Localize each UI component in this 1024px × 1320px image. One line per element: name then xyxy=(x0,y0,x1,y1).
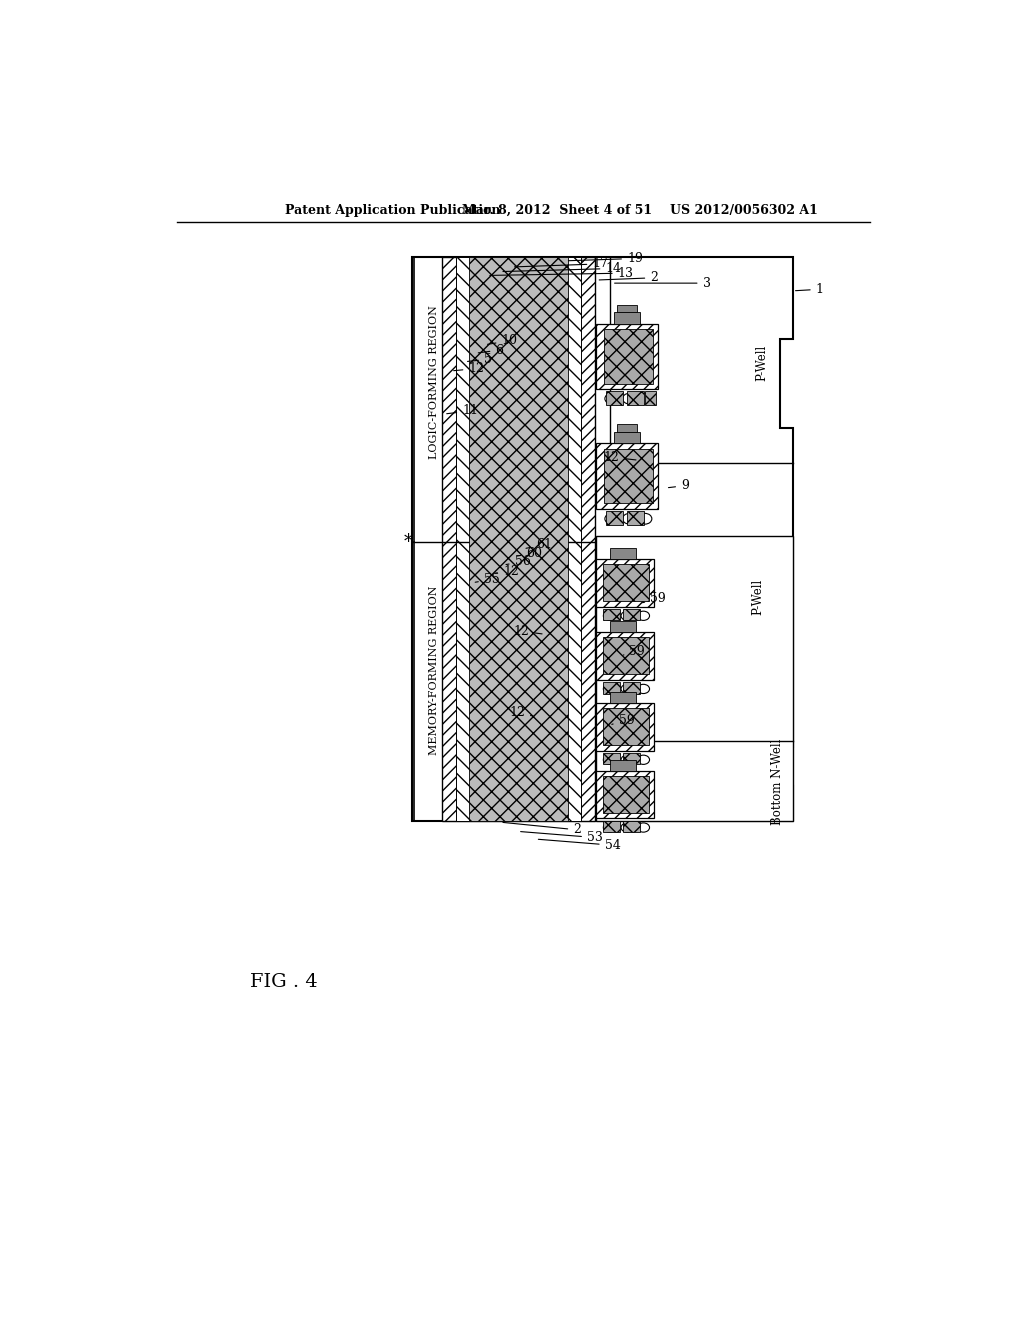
Bar xyxy=(596,558,654,607)
Bar xyxy=(628,511,644,525)
Bar xyxy=(610,622,636,632)
Bar xyxy=(614,432,640,444)
Ellipse shape xyxy=(638,513,652,524)
Bar xyxy=(603,564,649,601)
Ellipse shape xyxy=(603,822,615,832)
Text: 17: 17 xyxy=(514,257,608,271)
Bar xyxy=(442,257,595,821)
Bar xyxy=(624,682,640,693)
Bar xyxy=(603,609,620,620)
Text: Bottom N-Well: Bottom N-Well xyxy=(771,739,783,825)
Bar xyxy=(606,391,624,405)
Text: LOGIC-FORMING REGION: LOGIC-FORMING REGION xyxy=(429,305,439,458)
Text: 10: 10 xyxy=(487,334,517,347)
Text: 59: 59 xyxy=(624,644,645,657)
Ellipse shape xyxy=(621,755,634,764)
Bar xyxy=(603,638,649,675)
Text: 12: 12 xyxy=(514,624,542,638)
Bar xyxy=(596,771,654,818)
Bar xyxy=(617,424,637,432)
Text: 11: 11 xyxy=(446,404,478,417)
Text: *: * xyxy=(403,533,413,550)
Ellipse shape xyxy=(603,611,615,620)
Bar xyxy=(610,548,636,558)
Ellipse shape xyxy=(603,755,615,764)
Text: 54: 54 xyxy=(539,838,621,851)
Ellipse shape xyxy=(637,611,649,620)
Text: 12: 12 xyxy=(603,450,636,463)
Ellipse shape xyxy=(623,513,637,524)
Bar xyxy=(645,391,656,405)
Bar xyxy=(628,391,644,405)
Text: 13: 13 xyxy=(489,267,634,280)
Text: 56: 56 xyxy=(506,556,530,569)
Text: FIG . 4: FIG . 4 xyxy=(250,973,317,991)
Text: 9: 9 xyxy=(669,479,689,492)
Text: Patent Application Publication: Patent Application Publication xyxy=(285,205,500,218)
Ellipse shape xyxy=(637,684,649,693)
Bar xyxy=(596,444,658,508)
Text: 2: 2 xyxy=(503,822,581,837)
Bar xyxy=(603,752,620,764)
Ellipse shape xyxy=(621,822,634,832)
Text: 3: 3 xyxy=(614,277,711,289)
Bar xyxy=(604,330,652,384)
Ellipse shape xyxy=(637,822,649,832)
Text: 14: 14 xyxy=(503,261,622,275)
Ellipse shape xyxy=(621,611,634,620)
Bar xyxy=(457,257,581,821)
Bar xyxy=(596,323,658,389)
Text: 19: 19 xyxy=(568,252,643,265)
Text: 12: 12 xyxy=(454,362,484,375)
Text: 6: 6 xyxy=(478,343,504,356)
Bar xyxy=(469,257,568,821)
Text: 12: 12 xyxy=(496,565,519,578)
Text: MEMORY-FORMING REGION: MEMORY-FORMING REGION xyxy=(429,586,439,755)
Bar xyxy=(624,821,640,832)
Bar xyxy=(617,305,637,313)
Text: 2: 2 xyxy=(599,271,658,284)
Text: 60: 60 xyxy=(517,546,542,560)
Text: 53: 53 xyxy=(520,832,603,843)
Text: 59: 59 xyxy=(643,593,666,606)
Text: 12: 12 xyxy=(509,706,532,719)
Bar xyxy=(603,708,649,744)
Text: 5: 5 xyxy=(468,352,492,366)
Polygon shape xyxy=(412,257,793,821)
Bar xyxy=(604,449,652,503)
Bar xyxy=(596,632,654,680)
Ellipse shape xyxy=(621,684,634,693)
Text: P-Well: P-Well xyxy=(756,345,768,380)
Text: US 2012/0056302 A1: US 2012/0056302 A1 xyxy=(670,205,817,218)
Bar xyxy=(603,821,620,832)
Bar xyxy=(596,702,654,751)
Text: 59: 59 xyxy=(611,714,634,727)
Bar xyxy=(603,682,620,693)
Bar xyxy=(610,692,636,702)
Bar xyxy=(603,776,649,813)
Bar xyxy=(610,760,636,771)
Ellipse shape xyxy=(603,684,615,693)
Bar xyxy=(614,313,640,323)
Ellipse shape xyxy=(605,393,618,404)
Bar xyxy=(596,536,793,821)
Text: P-Well: P-Well xyxy=(752,579,765,615)
Bar xyxy=(624,609,640,620)
Ellipse shape xyxy=(637,755,649,764)
Bar xyxy=(606,511,624,525)
Text: 61: 61 xyxy=(526,539,552,552)
Ellipse shape xyxy=(623,393,637,404)
Ellipse shape xyxy=(638,393,652,404)
Text: 1: 1 xyxy=(796,282,823,296)
Text: Mar. 8, 2012  Sheet 4 of 51: Mar. 8, 2012 Sheet 4 of 51 xyxy=(462,205,652,218)
Bar xyxy=(624,752,640,764)
Text: 55: 55 xyxy=(475,573,500,586)
Ellipse shape xyxy=(605,513,618,524)
